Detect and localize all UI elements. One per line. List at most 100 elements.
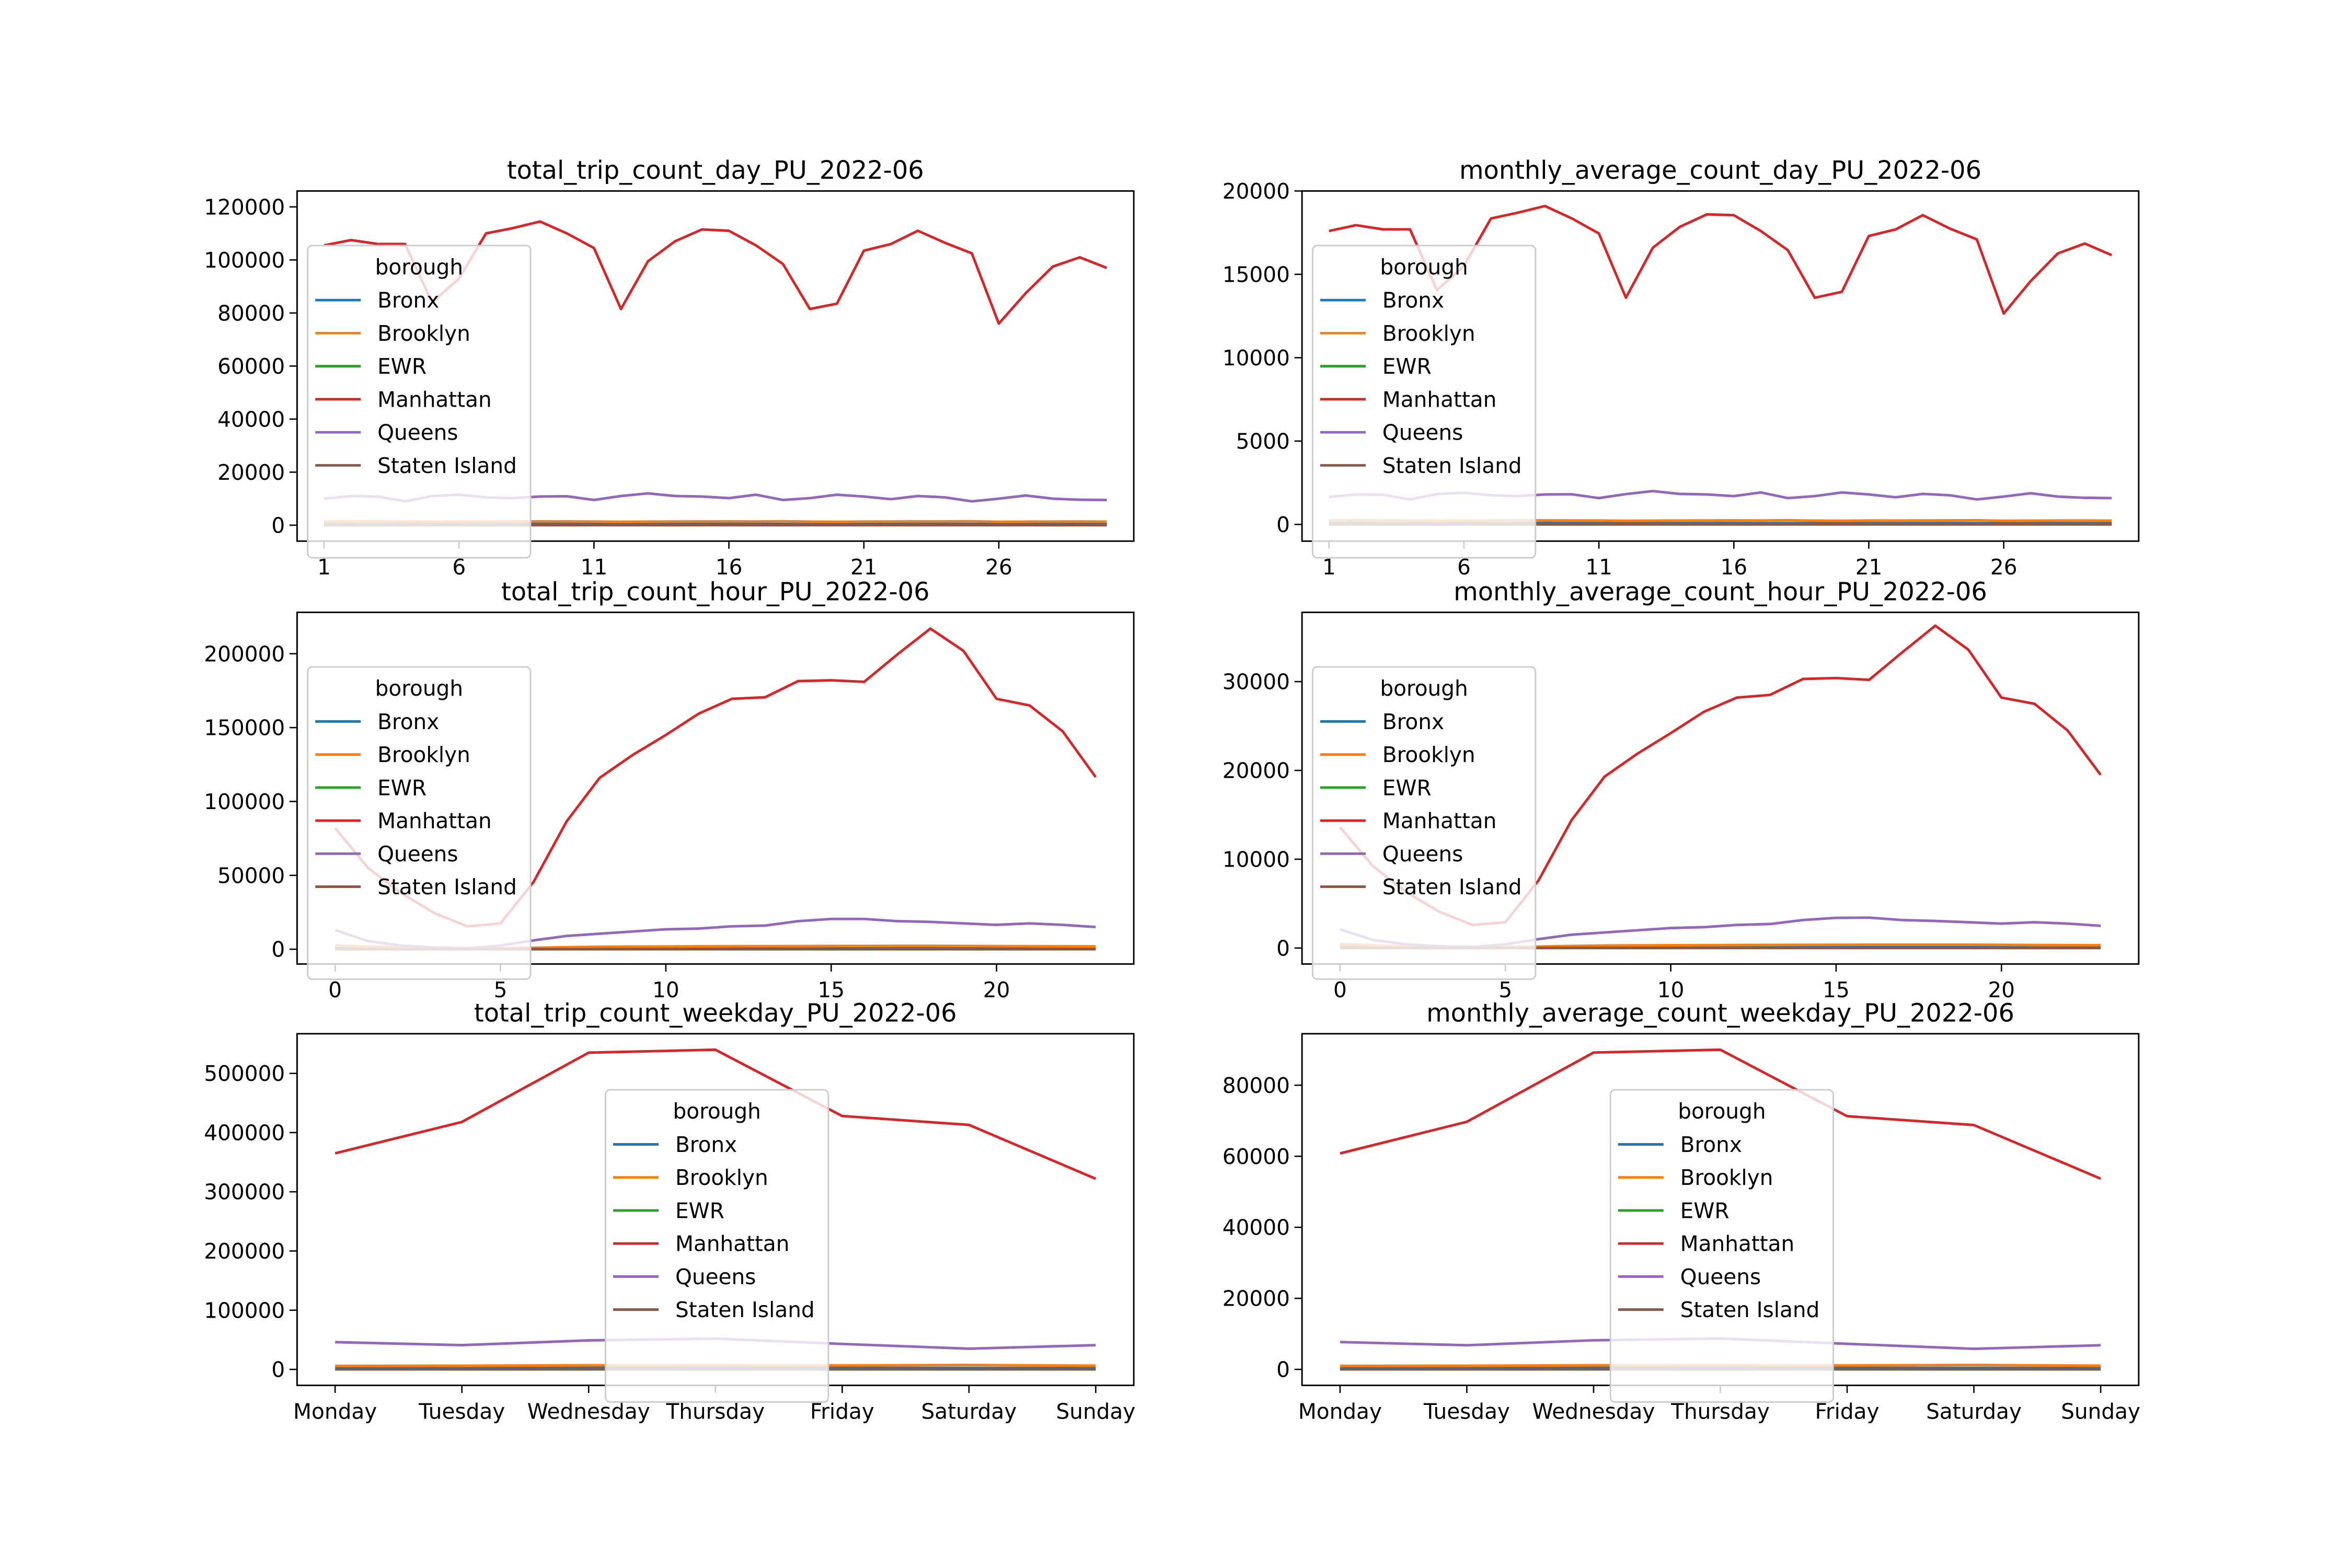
y-tick-label: 20000 xyxy=(1223,758,1290,783)
y-tick-label: 150000 xyxy=(204,716,285,741)
legend-entry: EWR xyxy=(1382,775,1432,800)
chart-title: monthly_average_count_day_PU_2022-06 xyxy=(1459,156,1981,185)
x-tick-label: Tuesday xyxy=(1423,1399,1510,1424)
y-tick-label: 10000 xyxy=(1223,345,1290,371)
legend-box xyxy=(307,666,532,980)
legend-entry: Manhattan xyxy=(1382,387,1497,412)
chart-panels: total_trip_count_day_PU_2022-06020000400… xyxy=(204,156,2140,1424)
legend-entry: Brooklyn xyxy=(377,321,470,346)
legend-entry: Bronx xyxy=(1680,1132,1742,1157)
x-tick-label: 1 xyxy=(1322,555,1336,580)
legend-entry: Staten Island xyxy=(675,1297,815,1322)
legend-entry: Brooklyn xyxy=(1382,321,1475,346)
x-tick-label: 6 xyxy=(452,555,466,580)
x-tick-label: 26 xyxy=(985,555,1012,580)
x-tick-label: 20 xyxy=(983,977,1010,1002)
y-tick-label: 60000 xyxy=(217,354,285,379)
chart-title: total_trip_count_hour_PU_2022-06 xyxy=(501,578,929,606)
legend: borough Bronx Brooklyn EWR Manhattan Queens St… xyxy=(1311,666,1537,980)
y-tick-label: 50000 xyxy=(217,863,285,888)
legend-entry: Queens xyxy=(675,1264,756,1289)
x-tick-label: Friday xyxy=(1815,1399,1880,1424)
y-tick-label: 100000 xyxy=(204,789,285,814)
y-tick-label: 40000 xyxy=(1223,1215,1290,1240)
y-tick-label: 0 xyxy=(1276,936,1290,961)
chart-panel-2: monthly_average_count_day_PU_2022-06 0 500… xyxy=(1223,156,2140,580)
legend-entry: Staten Island xyxy=(377,453,517,478)
legend-title: borough xyxy=(375,676,463,701)
legend-entry: Brooklyn xyxy=(377,742,470,767)
legend-entry: Staten Island xyxy=(1382,874,1522,900)
x-tick-label: 11 xyxy=(1585,555,1612,580)
legend-title: borough xyxy=(673,1099,760,1124)
x-tick-label: 5 xyxy=(494,977,508,1002)
legend-entry: Bronx xyxy=(675,1132,737,1157)
legend-entry: Staten Island xyxy=(1680,1297,1820,1322)
y-tick-label: 0 xyxy=(1276,512,1290,537)
x-tick-label: 10 xyxy=(1657,977,1685,1002)
legend-box xyxy=(605,1089,829,1403)
x-tick-label: 26 xyxy=(1990,555,2017,580)
y-tick-label: 5000 xyxy=(1236,429,1290,454)
x-tick-label: 21 xyxy=(850,555,878,580)
y-tick-label: 20000 xyxy=(1223,1286,1290,1311)
legend-entry: Queens xyxy=(1382,841,1463,867)
legend-box xyxy=(1609,1089,1834,1403)
x-tick-label: Saturday xyxy=(1926,1399,2022,1424)
legend-entry: Brooklyn xyxy=(1680,1165,1773,1190)
x-tick-label: Thursday xyxy=(1670,1399,1770,1424)
chart-panel-3: total_trip_count_hour_PU_2022-06 0 50000 10… xyxy=(204,578,1135,1002)
axes-frame xyxy=(296,190,1135,542)
legend-title: borough xyxy=(1678,1099,1766,1124)
x-tick-label: Monday xyxy=(1298,1399,1382,1424)
y-tick-label: 30000 xyxy=(1223,670,1290,695)
y-tick-label: 40000 xyxy=(217,407,285,432)
chart-title: total_trip_count_day_PU_2022-06 xyxy=(507,156,924,185)
y-tick-label: 100000 xyxy=(204,248,285,273)
y-tick-label: 15000 xyxy=(1223,262,1290,287)
legend-entry: Brooklyn xyxy=(1382,742,1475,767)
x-tick-label: Sunday xyxy=(1056,1399,1136,1424)
series-line-manhattan xyxy=(1340,1048,2102,1180)
axes-frame xyxy=(1301,190,2140,542)
legend-box xyxy=(307,245,532,559)
legend-entry: Bronx xyxy=(1382,288,1444,313)
y-tick-label: 0 xyxy=(1276,1357,1290,1382)
legend-entry: Manhattan xyxy=(377,387,492,412)
x-tick-label: 16 xyxy=(716,555,743,580)
legend-box xyxy=(1311,666,1537,980)
x-tick-label: 6 xyxy=(1457,555,1471,580)
y-tick-label: 500000 xyxy=(204,1061,285,1086)
legend-entry: EWR xyxy=(1680,1198,1730,1223)
legend-entry: EWR xyxy=(377,775,426,800)
legend-entry: EWR xyxy=(675,1198,724,1223)
x-tick-label: 15 xyxy=(817,977,845,1002)
y-tick-label: 120000 xyxy=(204,194,285,220)
y-tick-label: 300000 xyxy=(204,1180,285,1205)
legend-entry: Bronx xyxy=(1382,709,1444,734)
y-tick-label: 20000 xyxy=(217,460,285,485)
legend: borough Bronx Brooklyn EWR Manhattan Queens St… xyxy=(605,1089,829,1403)
legend-entry: Manhattan xyxy=(377,809,492,834)
x-tick-label: 1 xyxy=(317,555,331,580)
legend-title: borough xyxy=(1380,676,1468,701)
x-tick-label: Friday xyxy=(810,1399,874,1424)
legend-entry: EWR xyxy=(1382,354,1432,379)
x-tick-label: 21 xyxy=(1855,555,1883,580)
y-tick-label: 200000 xyxy=(204,1239,285,1264)
legend-entry: Staten Island xyxy=(1382,453,1522,478)
legend-entry: Queens xyxy=(1382,420,1463,445)
y-tick-label: 10000 xyxy=(1223,847,1290,872)
x-tick-label: 10 xyxy=(652,977,679,1002)
y-tick-label: 400000 xyxy=(204,1120,285,1145)
legend-entry: Queens xyxy=(377,420,458,445)
y-tick-label: 0 xyxy=(271,937,285,962)
y-tick-label: 200000 xyxy=(204,641,285,666)
y-tick-label: 60000 xyxy=(1223,1144,1290,1169)
chart-panel-6: monthly_average_count_weekday_PU_2022-06… xyxy=(1223,999,2140,1424)
legend-entry: Manhattan xyxy=(675,1231,790,1256)
legend: borough Bronx Brooklyn EWR Manhattan Queens St… xyxy=(1609,1089,1834,1403)
legend-entry: Queens xyxy=(377,841,458,867)
x-tick-label: 11 xyxy=(581,555,608,580)
